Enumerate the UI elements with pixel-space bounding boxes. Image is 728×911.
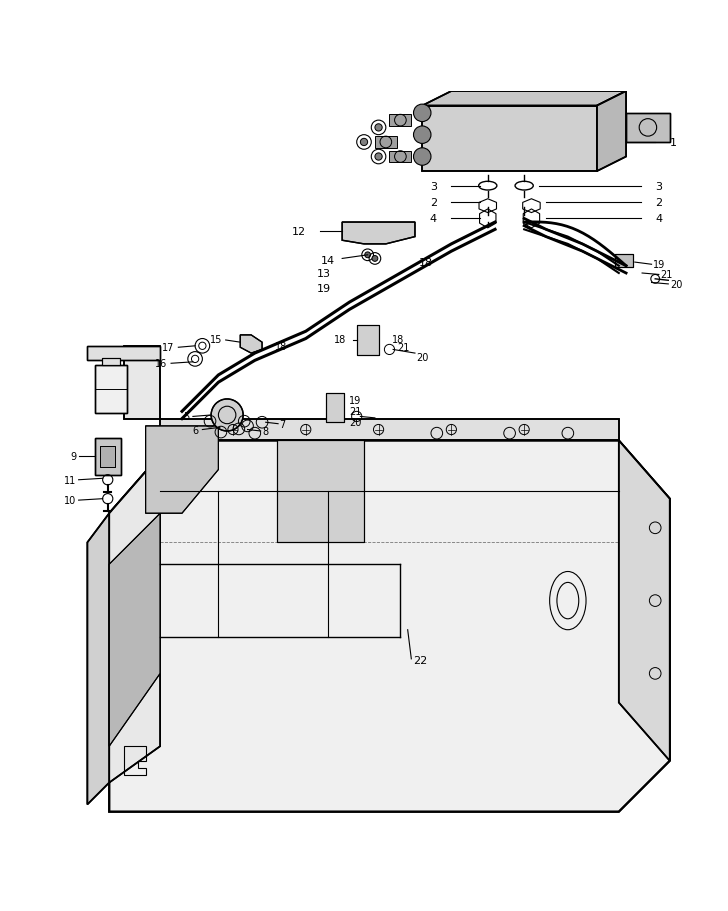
Polygon shape bbox=[87, 346, 160, 361]
Bar bbox=[95, 439, 121, 476]
Circle shape bbox=[360, 139, 368, 147]
Text: 5: 5 bbox=[183, 412, 189, 422]
Circle shape bbox=[211, 400, 243, 432]
Polygon shape bbox=[342, 223, 415, 245]
Text: 20: 20 bbox=[349, 418, 362, 428]
Text: 2: 2 bbox=[655, 199, 662, 208]
Bar bbox=[389, 151, 411, 163]
Text: 9: 9 bbox=[71, 452, 76, 462]
Text: 18: 18 bbox=[392, 334, 404, 344]
Polygon shape bbox=[109, 441, 670, 812]
Text: 19: 19 bbox=[317, 283, 331, 293]
Text: 14: 14 bbox=[321, 256, 335, 266]
Text: 21: 21 bbox=[660, 271, 673, 281]
Text: 15: 15 bbox=[210, 334, 222, 344]
Bar bbox=[375, 137, 397, 148]
Polygon shape bbox=[109, 456, 160, 783]
Bar bbox=[102, 359, 120, 366]
Text: 22: 22 bbox=[414, 656, 428, 666]
Text: 18: 18 bbox=[275, 342, 288, 352]
Bar bbox=[389, 115, 411, 127]
Bar bbox=[95, 439, 121, 476]
Bar bbox=[626, 114, 670, 143]
Text: 8: 8 bbox=[262, 426, 268, 436]
Circle shape bbox=[365, 252, 371, 259]
Polygon shape bbox=[160, 419, 619, 441]
Bar bbox=[357, 326, 379, 355]
Circle shape bbox=[375, 125, 382, 132]
Bar bbox=[357, 326, 379, 355]
Bar bbox=[100, 446, 115, 468]
Polygon shape bbox=[597, 92, 626, 172]
Bar bbox=[615, 255, 633, 268]
Text: 4: 4 bbox=[430, 214, 437, 224]
Text: 10: 10 bbox=[64, 496, 76, 506]
Text: 21: 21 bbox=[397, 343, 409, 353]
Bar bbox=[100, 446, 115, 468]
Bar bbox=[95, 366, 127, 414]
Text: 17: 17 bbox=[162, 343, 175, 353]
Polygon shape bbox=[619, 441, 670, 761]
Circle shape bbox=[372, 256, 378, 262]
Text: 18: 18 bbox=[333, 334, 346, 344]
Polygon shape bbox=[240, 335, 262, 353]
Circle shape bbox=[414, 105, 431, 122]
Text: 11: 11 bbox=[64, 476, 76, 486]
Text: 18: 18 bbox=[419, 258, 432, 268]
Bar bbox=[615, 255, 633, 268]
Text: 16: 16 bbox=[155, 359, 167, 369]
Text: 20: 20 bbox=[670, 280, 682, 290]
Polygon shape bbox=[87, 514, 109, 804]
Text: 7: 7 bbox=[280, 419, 286, 429]
Text: 19: 19 bbox=[653, 260, 665, 270]
Bar bbox=[326, 394, 344, 423]
Text: 19: 19 bbox=[349, 396, 362, 406]
Bar bbox=[626, 114, 670, 143]
Circle shape bbox=[375, 154, 382, 161]
Polygon shape bbox=[109, 514, 160, 746]
Text: 3: 3 bbox=[655, 181, 662, 191]
Circle shape bbox=[414, 127, 431, 144]
Text: 13: 13 bbox=[317, 269, 331, 279]
Bar bbox=[102, 359, 120, 366]
Text: 1: 1 bbox=[670, 138, 677, 148]
Bar bbox=[326, 394, 344, 423]
Text: 12: 12 bbox=[292, 227, 306, 237]
Text: 20: 20 bbox=[416, 353, 429, 363]
Polygon shape bbox=[146, 426, 218, 514]
Polygon shape bbox=[124, 346, 160, 419]
Polygon shape bbox=[422, 107, 597, 172]
Polygon shape bbox=[422, 92, 626, 107]
Text: 21: 21 bbox=[349, 407, 362, 417]
Circle shape bbox=[414, 148, 431, 166]
Polygon shape bbox=[277, 441, 364, 543]
Text: 4: 4 bbox=[655, 214, 662, 224]
Text: 2: 2 bbox=[430, 199, 437, 208]
Text: 6: 6 bbox=[193, 425, 199, 435]
Text: 3: 3 bbox=[430, 181, 437, 191]
Bar bbox=[95, 366, 127, 414]
